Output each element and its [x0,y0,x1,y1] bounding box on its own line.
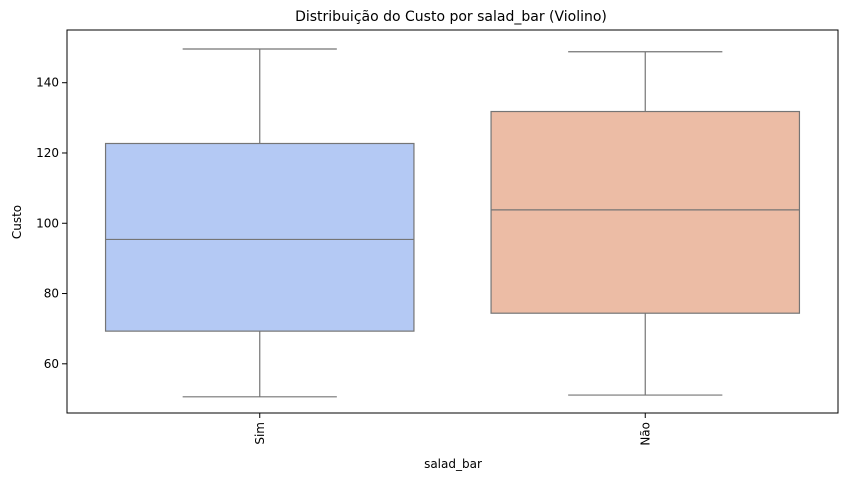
box-group-não [490,51,801,396]
chart-title: Distribuição do Custo por salad_bar (Vio… [295,9,607,25]
y-tick-label: 140 [36,76,59,90]
iqr-box [490,110,801,314]
x-tick-label: Sim [253,422,267,445]
y-tick-label: 120 [36,146,59,160]
y-tick-label: 60 [44,357,59,371]
x-tick-label: Não [638,422,652,446]
x-axis-title: salad_bar [424,457,482,471]
plot-area-frame [66,29,839,414]
box-group-sim [104,48,415,398]
y-tick-label: 100 [36,216,59,230]
y-tick-label: 80 [44,287,59,301]
iqr-box [104,142,415,332]
y-axis-title: Custo [10,205,24,239]
